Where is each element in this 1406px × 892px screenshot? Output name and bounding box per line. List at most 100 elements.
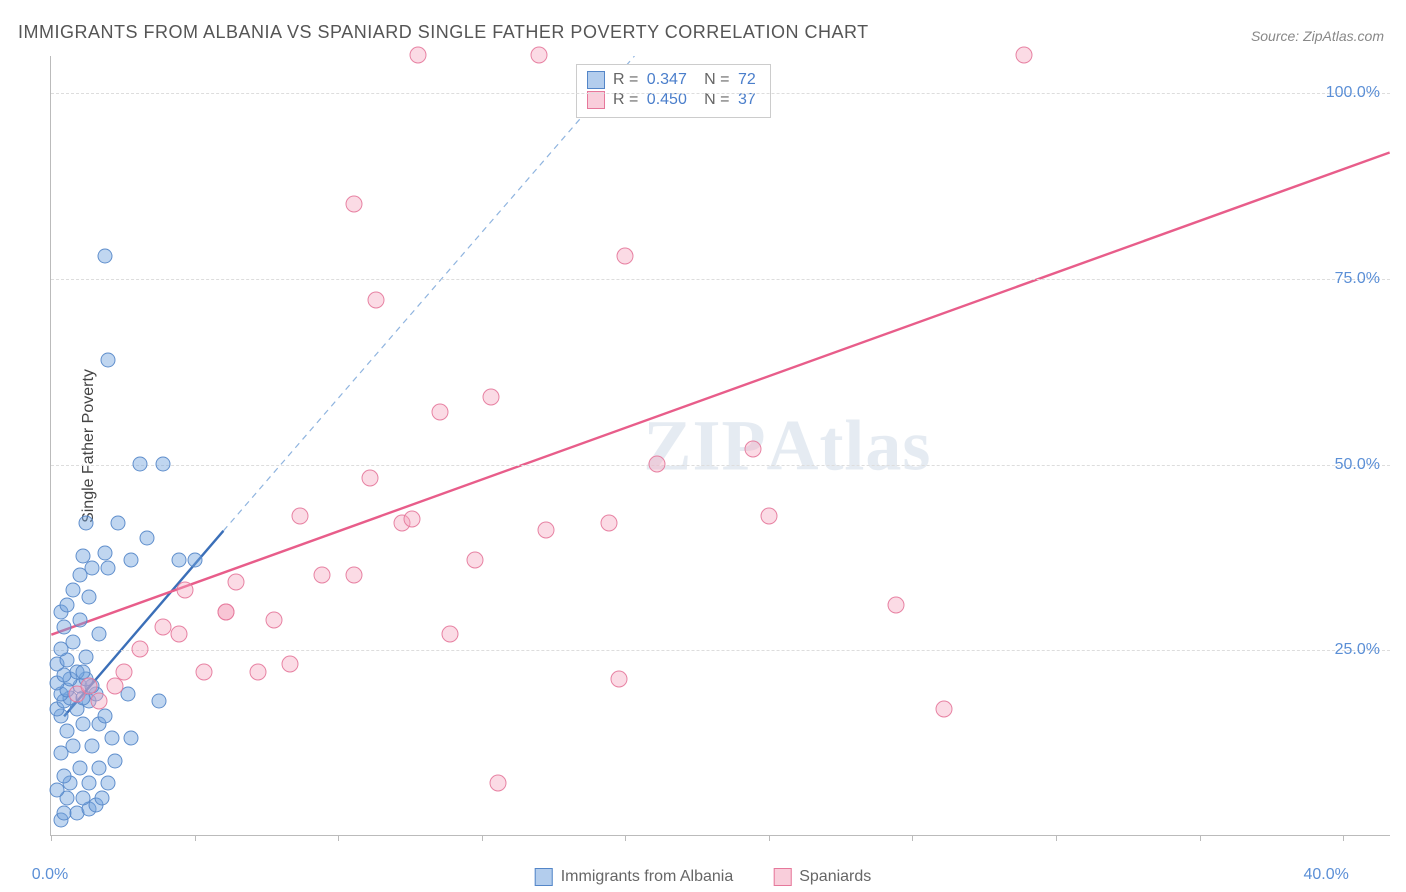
x-tick-stub bbox=[1200, 835, 1201, 841]
point-albania bbox=[59, 724, 74, 739]
point-spaniard bbox=[888, 596, 905, 613]
point-albania bbox=[75, 664, 90, 679]
point-spaniard bbox=[170, 626, 187, 643]
point-albania bbox=[155, 456, 170, 471]
point-albania bbox=[101, 776, 116, 791]
gridline-h bbox=[51, 279, 1390, 280]
point-spaniard bbox=[314, 567, 331, 584]
point-spaniard bbox=[132, 641, 149, 658]
point-albania bbox=[101, 560, 116, 575]
stats-row: R = 0.347 N = 72 bbox=[587, 71, 760, 89]
point-albania bbox=[101, 352, 116, 367]
point-spaniard bbox=[537, 522, 554, 539]
point-spaniard bbox=[489, 775, 506, 792]
point-spaniard bbox=[218, 604, 235, 621]
point-spaniard bbox=[106, 678, 123, 695]
point-spaniard bbox=[432, 403, 449, 420]
point-spaniard bbox=[266, 611, 283, 628]
point-albania bbox=[82, 776, 97, 791]
swatch-pink-icon bbox=[773, 868, 791, 886]
point-spaniard bbox=[403, 511, 420, 528]
point-spaniard bbox=[250, 663, 267, 680]
point-albania bbox=[123, 731, 138, 746]
point-albania bbox=[107, 753, 122, 768]
x-tick-stub bbox=[51, 835, 52, 841]
y-tick-label: 25.0% bbox=[1335, 641, 1380, 659]
point-albania bbox=[85, 738, 100, 753]
point-albania bbox=[95, 790, 110, 805]
point-spaniard bbox=[936, 700, 953, 717]
trend-lines bbox=[51, 56, 1390, 835]
point-spaniard bbox=[409, 47, 426, 64]
point-spaniard bbox=[744, 440, 761, 457]
point-spaniard bbox=[467, 552, 484, 569]
point-albania bbox=[139, 530, 154, 545]
point-albania bbox=[152, 694, 167, 709]
point-albania bbox=[79, 649, 94, 664]
chart-title: IMMIGRANTS FROM ALBANIA VS SPANIARD SING… bbox=[18, 22, 869, 43]
legend-label: Immigrants from Albania bbox=[561, 868, 734, 886]
point-albania bbox=[98, 248, 113, 263]
point-spaniard bbox=[1016, 47, 1033, 64]
point-albania bbox=[171, 553, 186, 568]
point-albania bbox=[91, 761, 106, 776]
point-albania bbox=[59, 597, 74, 612]
x-tick-stub bbox=[769, 835, 770, 841]
y-tick-label: 75.0% bbox=[1335, 270, 1380, 288]
x-tick-label: 40.0% bbox=[1304, 866, 1349, 884]
swatch-blue-icon bbox=[587, 71, 605, 89]
point-spaniard bbox=[177, 581, 194, 598]
watermark: ZIPAtlas bbox=[643, 404, 931, 487]
point-albania bbox=[72, 612, 87, 627]
point-albania bbox=[98, 709, 113, 724]
point-albania bbox=[66, 634, 81, 649]
point-albania bbox=[111, 516, 126, 531]
point-spaniard bbox=[282, 656, 299, 673]
point-albania bbox=[72, 761, 87, 776]
x-tick-stub bbox=[1343, 835, 1344, 841]
point-albania bbox=[56, 620, 71, 635]
point-spaniard bbox=[90, 693, 107, 710]
x-tick-stub bbox=[912, 835, 913, 841]
point-spaniard bbox=[441, 626, 458, 643]
point-albania bbox=[91, 627, 106, 642]
point-spaniard bbox=[610, 671, 627, 688]
point-albania bbox=[104, 731, 119, 746]
point-albania bbox=[98, 545, 113, 560]
point-albania bbox=[187, 553, 202, 568]
point-spaniard bbox=[196, 663, 213, 680]
gridline-h bbox=[51, 93, 1390, 94]
point-albania bbox=[123, 553, 138, 568]
x-tick-stub bbox=[195, 835, 196, 841]
point-spaniard bbox=[649, 455, 666, 472]
gridline-h bbox=[51, 650, 1390, 651]
point-albania bbox=[79, 516, 94, 531]
point-spaniard bbox=[617, 247, 634, 264]
x-tick-stub bbox=[1056, 835, 1057, 841]
point-spaniard bbox=[291, 507, 308, 524]
gridline-h bbox=[51, 465, 1390, 466]
point-albania bbox=[66, 738, 81, 753]
point-albania bbox=[75, 716, 90, 731]
point-spaniard bbox=[362, 470, 379, 487]
legend-item: Immigrants from Albania bbox=[535, 868, 734, 886]
point-spaniard bbox=[483, 388, 500, 405]
source-attribution: Source: ZipAtlas.com bbox=[1251, 28, 1384, 44]
stats-text: R = 0.347 N = 72 bbox=[613, 71, 760, 89]
point-albania bbox=[66, 582, 81, 597]
point-spaniard bbox=[346, 195, 363, 212]
point-spaniard bbox=[601, 515, 618, 532]
point-spaniard bbox=[368, 292, 385, 309]
point-albania bbox=[75, 790, 90, 805]
point-spaniard bbox=[760, 507, 777, 524]
point-albania bbox=[82, 590, 97, 605]
bottom-legend: Immigrants from Albania Spaniards bbox=[535, 868, 872, 886]
plot-area: ZIPAtlas R = 0.347 N = 72R = 0.450 N = 3… bbox=[50, 56, 1390, 836]
y-tick-label: 100.0% bbox=[1326, 84, 1380, 102]
x-tick-stub bbox=[482, 835, 483, 841]
point-albania bbox=[75, 549, 90, 564]
point-spaniard bbox=[346, 567, 363, 584]
point-spaniard bbox=[531, 47, 548, 64]
x-tick-stub bbox=[625, 835, 626, 841]
legend-item: Spaniards bbox=[773, 868, 871, 886]
